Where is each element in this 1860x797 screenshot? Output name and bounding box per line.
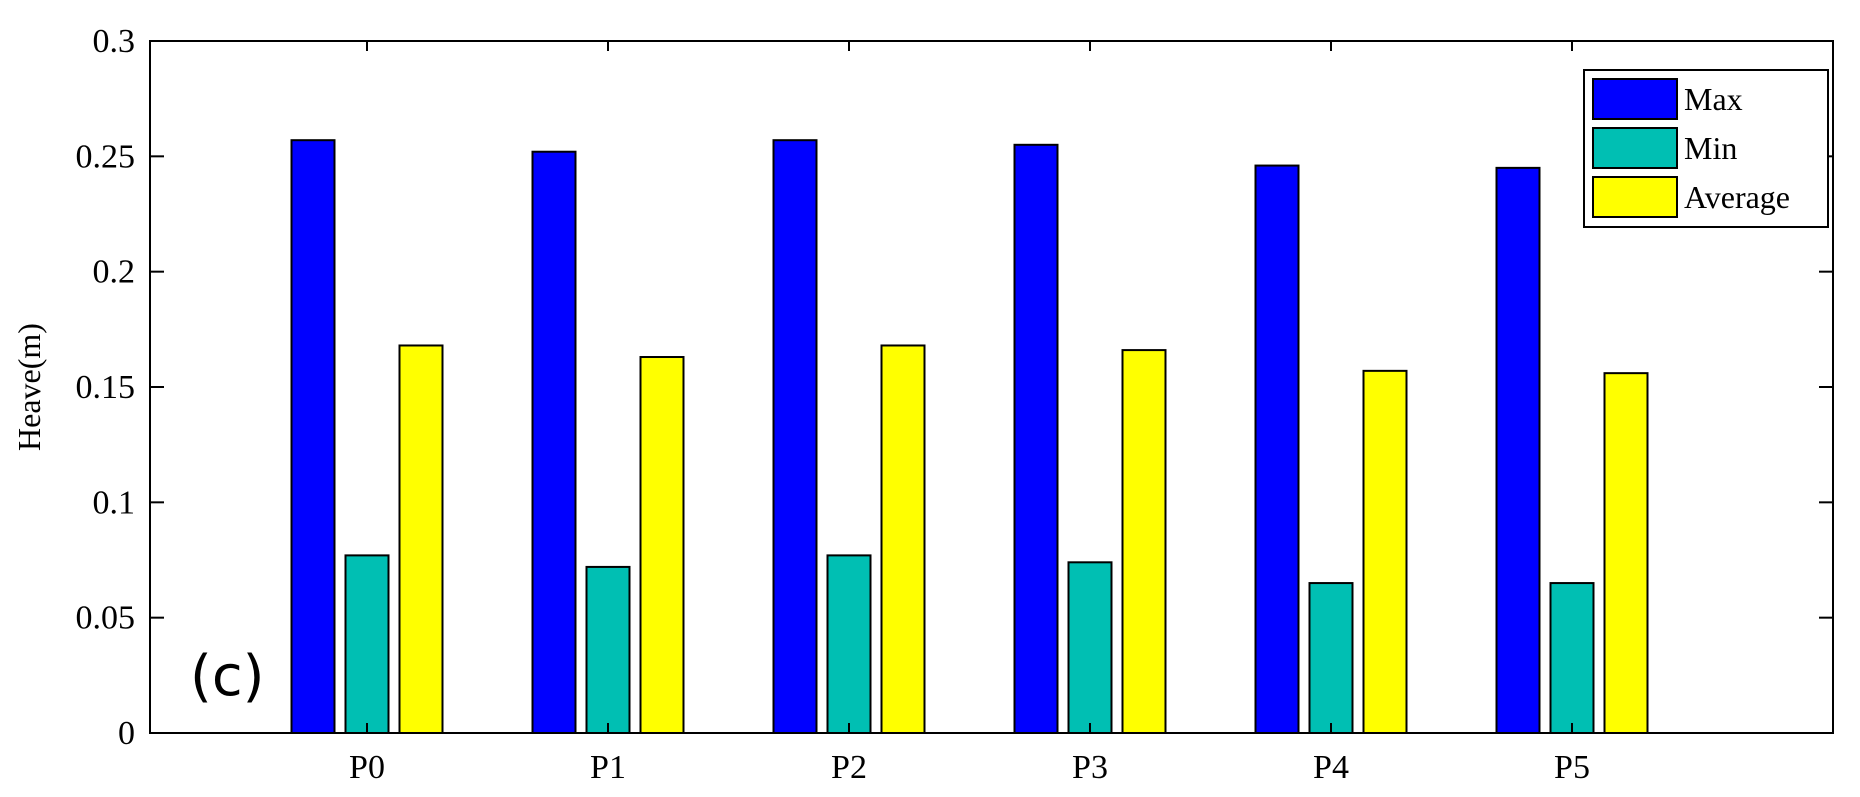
legend-swatch-average	[1592, 176, 1678, 218]
bar-min-p5	[1549, 582, 1595, 734]
legend-label-max: Max	[1684, 81, 1743, 117]
bar-min-p2	[826, 554, 872, 734]
legend-swatch-min	[1592, 127, 1678, 169]
bar-average-p5	[1603, 372, 1649, 734]
bar-average-p0	[398, 344, 444, 734]
bar-min-p1	[585, 565, 631, 734]
y-tick-label-0: 0	[118, 715, 135, 752]
y-axis-label: Heave(m)	[11, 323, 47, 451]
y-tick-label-0.2: 0.2	[93, 254, 136, 291]
bar-average-p4	[1362, 369, 1408, 734]
legend: Max Min Average	[1583, 69, 1829, 228]
x-tick-label-p2: P2	[831, 749, 867, 786]
bar-min-p3	[1067, 561, 1113, 734]
bar-min-p4	[1308, 582, 1354, 734]
legend-label-min: Min	[1684, 130, 1737, 166]
bar-max-p3	[1013, 143, 1059, 735]
y-tick-label-0.15: 0.15	[76, 369, 136, 406]
y-tick-label-0.25: 0.25	[76, 138, 136, 175]
x-tick-label-p1: P1	[590, 749, 626, 786]
bar-max-p5	[1495, 166, 1541, 735]
y-tick-label-0.05: 0.05	[76, 600, 136, 637]
bar-max-p4	[1254, 164, 1300, 734]
panel-label: (c)	[190, 644, 264, 709]
bar-max-p2	[772, 139, 818, 735]
bar-max-p1	[531, 150, 577, 735]
axis-layer: P0 P1 P2 P3 P4 P5 0 0.05 0.1 0.15 0.2 0.25 0.3	[76, 23, 1833, 786]
x-tick-label-p0: P0	[349, 749, 385, 786]
y-tick-label-0.3: 0.3	[93, 23, 136, 60]
bar-min-p0	[344, 554, 390, 734]
bar-average-p2	[880, 344, 926, 734]
x-tick-label-p5: P5	[1554, 749, 1590, 786]
bars-layer	[290, 139, 1649, 735]
y-tick-label-0.1: 0.1	[93, 484, 136, 521]
bar-average-p1	[639, 356, 685, 734]
x-tick-label-p3: P3	[1072, 749, 1108, 786]
bar-max-p0	[290, 139, 336, 735]
x-tick-label-p4: P4	[1313, 749, 1349, 786]
legend-label-average: Average	[1684, 179, 1790, 215]
bar-average-p3	[1121, 349, 1167, 734]
legend-swatch-max	[1592, 78, 1678, 120]
